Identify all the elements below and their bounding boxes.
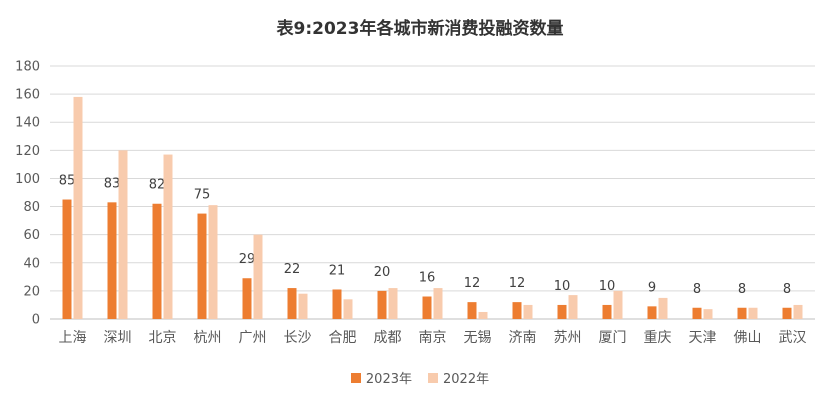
bar-2023 — [107, 202, 117, 319]
x-tick-label: 长沙 — [284, 330, 312, 346]
bar-2022 — [118, 150, 128, 319]
bar-2023 — [287, 288, 297, 319]
bar-2023 — [647, 306, 657, 319]
bar-2023 — [242, 278, 252, 319]
data-label-2023: 21 — [329, 263, 346, 278]
bar-2022 — [793, 304, 803, 319]
bar-2023 — [332, 289, 342, 319]
y-tick-label: 120 — [15, 144, 40, 159]
bar-2022 — [568, 295, 578, 319]
bar-2023 — [422, 296, 432, 319]
x-tick-label: 天津 — [689, 330, 717, 346]
bar-2022 — [343, 299, 353, 319]
data-label-2023: 10 — [599, 279, 616, 294]
data-label-2023: 22 — [284, 262, 301, 277]
bar-2023 — [557, 304, 567, 319]
data-label-2023: 85 — [59, 174, 76, 189]
x-tick-label: 北京 — [149, 330, 177, 346]
data-label-2023: 75 — [194, 188, 211, 203]
x-tick-label: 广州 — [239, 330, 267, 346]
data-label-2023: 83 — [104, 176, 121, 191]
bar-2023 — [512, 302, 522, 319]
y-tick-label: 40 — [23, 256, 40, 271]
legend: 2023年 2022年 — [0, 368, 840, 387]
x-tick-label: 成都 — [374, 330, 402, 346]
bar-2023 — [602, 304, 612, 319]
x-tick-label: 合肥 — [329, 330, 357, 346]
legend-swatch-2023 — [350, 372, 361, 383]
bar-2022 — [388, 288, 398, 319]
bar-2023 — [467, 302, 477, 319]
legend-swatch-2022 — [428, 372, 438, 383]
bar-2023 — [377, 290, 387, 319]
bar-2022 — [613, 290, 623, 319]
y-tick-label: 140 — [15, 116, 40, 131]
bar-2022 — [73, 96, 83, 319]
y-tick-label: 100 — [15, 172, 40, 187]
x-tick-label: 重庆 — [644, 330, 672, 346]
x-tick-label: 无锡 — [464, 330, 492, 346]
data-label-2023: 20 — [374, 265, 391, 280]
y-tick-label: 80 — [23, 200, 40, 215]
bar-2022 — [163, 154, 173, 319]
x-tick-label: 南京 — [419, 330, 447, 346]
data-label-2023: 8 — [738, 282, 746, 297]
data-label-2023: 10 — [554, 279, 571, 294]
bar-2023 — [152, 203, 162, 319]
y-tick-label: 180 — [15, 60, 40, 75]
data-label-2023: 8 — [783, 282, 791, 297]
bar-2022 — [433, 288, 443, 319]
bar-2022 — [208, 205, 218, 319]
data-label-2023: 29 — [239, 252, 256, 267]
data-label-2023: 9 — [648, 280, 656, 295]
bar-2023 — [782, 307, 792, 319]
data-label-2023: 12 — [509, 276, 526, 291]
x-tick-label: 深圳 — [104, 330, 132, 346]
y-tick-label: 60 — [23, 228, 40, 243]
legend-item-2022: 2022年 — [428, 368, 489, 387]
y-tick-label: 160 — [15, 88, 40, 103]
legend-label-2022: 2022年 — [443, 372, 490, 387]
chart-title: 表9:2023年各城市新消费投融资数量 — [276, 19, 564, 39]
bar-2022 — [703, 309, 713, 319]
bar-2023 — [197, 213, 207, 319]
data-label-2023: 16 — [419, 271, 436, 286]
bar-2022 — [253, 234, 263, 319]
data-label-2023: 12 — [464, 276, 481, 291]
y-tick-label: 20 — [23, 284, 40, 299]
data-label-2023: 8 — [693, 282, 701, 297]
x-tick-label: 武汉 — [779, 330, 807, 346]
data-label-2023: 82 — [149, 178, 166, 193]
x-tick-label: 上海 — [59, 330, 87, 346]
bar-2022 — [523, 304, 533, 319]
x-tick-label: 苏州 — [554, 330, 582, 346]
bar-2022 — [658, 297, 668, 319]
bar-2023 — [62, 199, 72, 319]
bar-2022 — [478, 311, 488, 319]
x-tick-label: 厦门 — [599, 330, 627, 346]
x-tick-label: 济南 — [509, 330, 537, 346]
legend-item-2023: 2023年 — [350, 368, 412, 387]
x-tick-label: 杭州 — [194, 330, 222, 346]
bar-2023 — [692, 307, 702, 319]
bar-2022 — [748, 307, 758, 319]
x-tick-label: 佛山 — [734, 330, 762, 346]
y-tick-label: 0 — [32, 313, 40, 328]
bar-2022 — [298, 293, 308, 319]
bar-2023 — [737, 307, 747, 319]
legend-label-2023: 2023年 — [365, 372, 412, 387]
